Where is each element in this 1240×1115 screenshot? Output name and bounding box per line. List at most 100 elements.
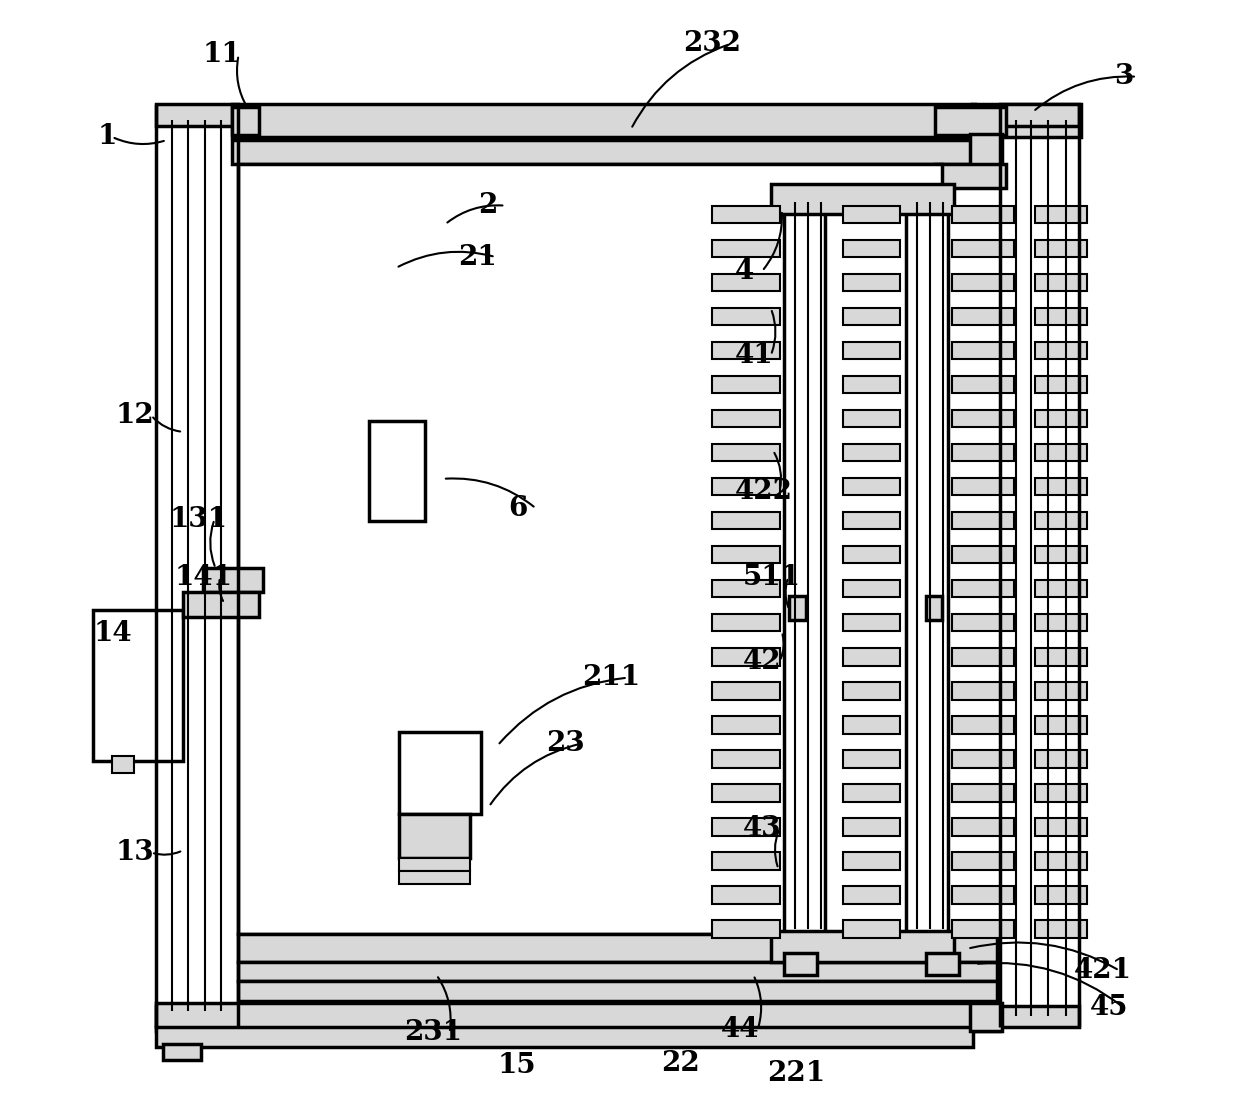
Bar (712, 273, 780, 291)
Bar (952, 648, 1014, 666)
Bar (952, 546, 1014, 563)
Bar (843, 444, 900, 462)
Bar (1035, 682, 1086, 699)
Bar (155, 1027, 973, 1047)
Bar (1035, 376, 1086, 394)
Bar (952, 784, 1014, 802)
Bar (1035, 818, 1086, 835)
Bar (399, 859, 470, 871)
Bar (712, 308, 780, 326)
Text: 232: 232 (683, 30, 742, 58)
Bar (1035, 205, 1086, 223)
Bar (843, 648, 900, 666)
Text: 2: 2 (477, 192, 497, 220)
Bar (712, 205, 780, 223)
Text: 15: 15 (497, 1053, 536, 1079)
Bar (712, 240, 780, 258)
Bar (155, 104, 238, 126)
Bar (843, 580, 900, 598)
Bar (952, 580, 1014, 598)
Bar (368, 421, 425, 522)
Bar (1035, 308, 1086, 326)
Text: 42: 42 (743, 648, 781, 675)
Bar (843, 886, 900, 904)
Text: 44: 44 (720, 1016, 759, 1043)
Bar (972, 104, 1081, 137)
Bar (155, 1006, 238, 1027)
Bar (712, 784, 780, 802)
Text: 211: 211 (582, 665, 640, 691)
Bar (1035, 240, 1086, 258)
Text: 3: 3 (1114, 64, 1133, 90)
Bar (843, 920, 900, 938)
Bar (399, 733, 481, 814)
Bar (712, 614, 780, 631)
Bar (1035, 546, 1086, 563)
Bar (712, 444, 780, 462)
Bar (155, 1004, 1001, 1030)
Bar (712, 648, 780, 666)
Bar (843, 410, 900, 427)
Bar (906, 188, 947, 937)
Bar (1035, 920, 1086, 938)
Bar (1035, 614, 1086, 631)
Text: 422: 422 (735, 478, 792, 505)
Bar (238, 164, 942, 934)
Bar (843, 240, 900, 258)
Bar (238, 981, 997, 1001)
Bar (952, 478, 1014, 495)
Bar (712, 716, 780, 734)
Bar (712, 376, 780, 394)
Bar (952, 750, 1014, 767)
Bar (112, 756, 134, 773)
Text: 23: 23 (546, 729, 584, 757)
Bar (952, 852, 1014, 870)
Text: 131: 131 (170, 506, 228, 533)
Bar (843, 376, 900, 394)
Bar (1035, 648, 1086, 666)
Bar (843, 273, 900, 291)
Bar (952, 818, 1014, 835)
Bar (952, 273, 1014, 291)
Bar (1035, 410, 1086, 427)
Bar (232, 104, 975, 137)
Bar (952, 512, 1014, 530)
Text: 1: 1 (98, 124, 117, 151)
Bar (771, 184, 955, 214)
Bar (712, 410, 780, 427)
Bar (1035, 478, 1086, 495)
Bar (712, 852, 780, 870)
Bar (952, 342, 1014, 359)
Bar (238, 962, 997, 981)
Bar (843, 546, 900, 563)
Bar (843, 342, 900, 359)
Bar (164, 1044, 201, 1060)
Bar (232, 140, 975, 164)
Bar (843, 682, 900, 699)
Bar (784, 188, 826, 937)
Text: 41: 41 (735, 342, 774, 369)
Text: 13: 13 (115, 838, 154, 866)
Bar (952, 308, 1014, 326)
Bar (1001, 104, 1079, 126)
Bar (1035, 750, 1086, 767)
Bar (952, 410, 1014, 427)
Bar (712, 546, 780, 563)
Bar (202, 569, 263, 592)
Bar (399, 814, 470, 859)
Bar (843, 308, 900, 326)
Bar (784, 953, 817, 975)
Bar (843, 512, 900, 530)
Bar (712, 750, 780, 767)
Bar (1035, 342, 1086, 359)
Text: 221: 221 (768, 1059, 826, 1087)
Bar (843, 852, 900, 870)
Bar (712, 512, 780, 530)
Bar (1035, 273, 1086, 291)
Bar (970, 1004, 1002, 1030)
Bar (1035, 716, 1086, 734)
Bar (399, 871, 470, 884)
Text: 4: 4 (735, 258, 754, 284)
Bar (1035, 784, 1086, 802)
Bar (952, 376, 1014, 394)
